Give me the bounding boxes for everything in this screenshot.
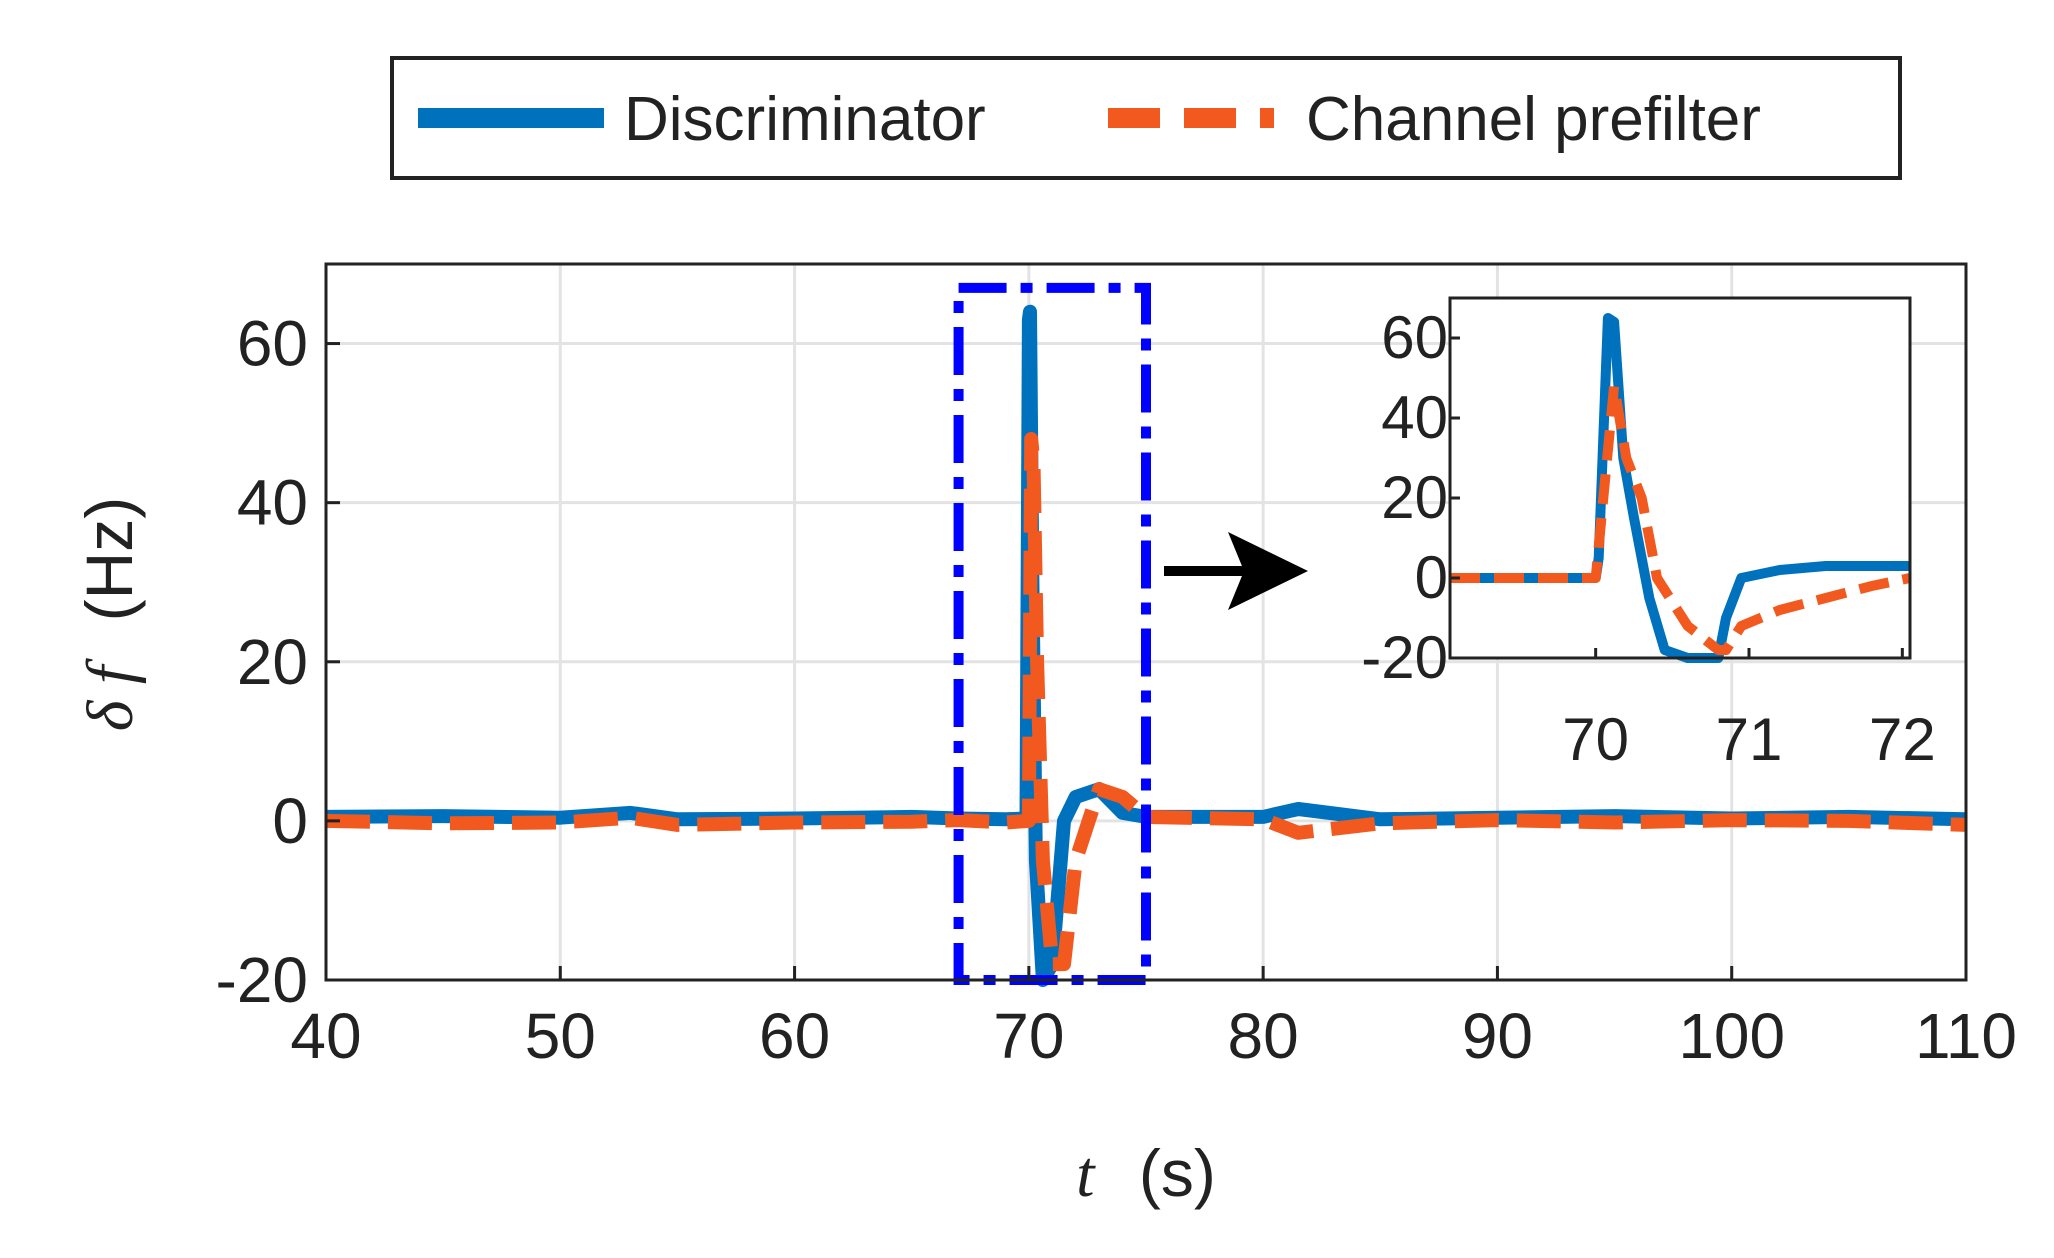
legend: Discriminator Channel prefilter — [390, 56, 1902, 180]
y-axis-label: δ f (Hz) — [72, 497, 147, 732]
inset-y-ticks: -20 0 20 40 60 — [1361, 304, 1460, 691]
main-x-ticks: 40 50 60 70 80 90 100 110 — [290, 966, 2017, 1072]
inset-plot-frame — [1448, 296, 1912, 660]
main-x-tick-label-100: 100 — [1678, 1000, 1785, 1072]
main-x-tick-label-50: 50 — [525, 1000, 596, 1072]
y-axis-unit: (Hz) — [72, 497, 146, 622]
inset-y-tick-label-40: 40 — [1381, 384, 1448, 451]
main-x-tick-label-80: 80 — [1228, 1000, 1299, 1072]
main-x-tick-label-110: 110 — [1915, 1000, 2017, 1072]
main-y-tick-label-60: 60 — [237, 308, 308, 380]
main-x-tick-label-40: 40 — [290, 1000, 361, 1072]
inset-x-tick-label-71: 71 — [1716, 706, 1783, 773]
inset-x-tick-label-72: 72 — [1869, 706, 1936, 773]
inset-plot-background — [1450, 298, 1910, 658]
inset-series — [1450, 313, 1912, 663]
inset-series-channel-prefilter — [1450, 381, 1912, 655]
inset-x-ticks: 70 71 72 — [1562, 648, 1936, 773]
main-x-tick-label-70: 70 — [993, 1000, 1064, 1072]
legend-label-discriminator: Discriminator — [624, 85, 986, 154]
main-y-tick-label-20: -20 — [216, 944, 309, 1016]
inset-y-tick-label-60: 60 — [1381, 304, 1448, 371]
main-plot-frame — [324, 262, 1968, 982]
x-axis-unit: (s) — [1139, 1136, 1216, 1210]
inset-axes: 70 71 72 -20 0 20 40 60 — [1361, 296, 1936, 773]
main-series-channel-prefilter — [325, 432, 1967, 972]
main-y-ticks: -20 0 20 40 60 — [216, 308, 340, 1016]
main-y-tick-label-20: 20 — [237, 626, 308, 698]
zoom-arrow — [1164, 532, 1308, 610]
legend-label-channel-prefilter: Channel prefilter — [1306, 85, 1761, 154]
main-x-tick-label-90: 90 — [1462, 1000, 1533, 1072]
x-axis-label: t (s) — [1076, 1136, 1216, 1211]
x-axis-symbol: t — [1076, 1138, 1096, 1211]
main-y-tick-label-40: 40 — [237, 467, 308, 539]
inset-y-tick-label-20: 20 — [1381, 464, 1448, 531]
y-axis-symbol: δ f — [74, 658, 147, 731]
inset-y-tick-label-20: -20 — [1361, 624, 1448, 691]
main-x-tick-label-60: 60 — [759, 1000, 830, 1072]
inset-series-discriminator — [1450, 313, 1910, 663]
inset-x-tick-label-70: 70 — [1562, 706, 1629, 773]
zoom-arrow-head — [1228, 532, 1308, 610]
inset-y-tick-label-0: 0 — [1415, 544, 1448, 611]
main-y-tick-label-0: 0 — [272, 785, 308, 857]
